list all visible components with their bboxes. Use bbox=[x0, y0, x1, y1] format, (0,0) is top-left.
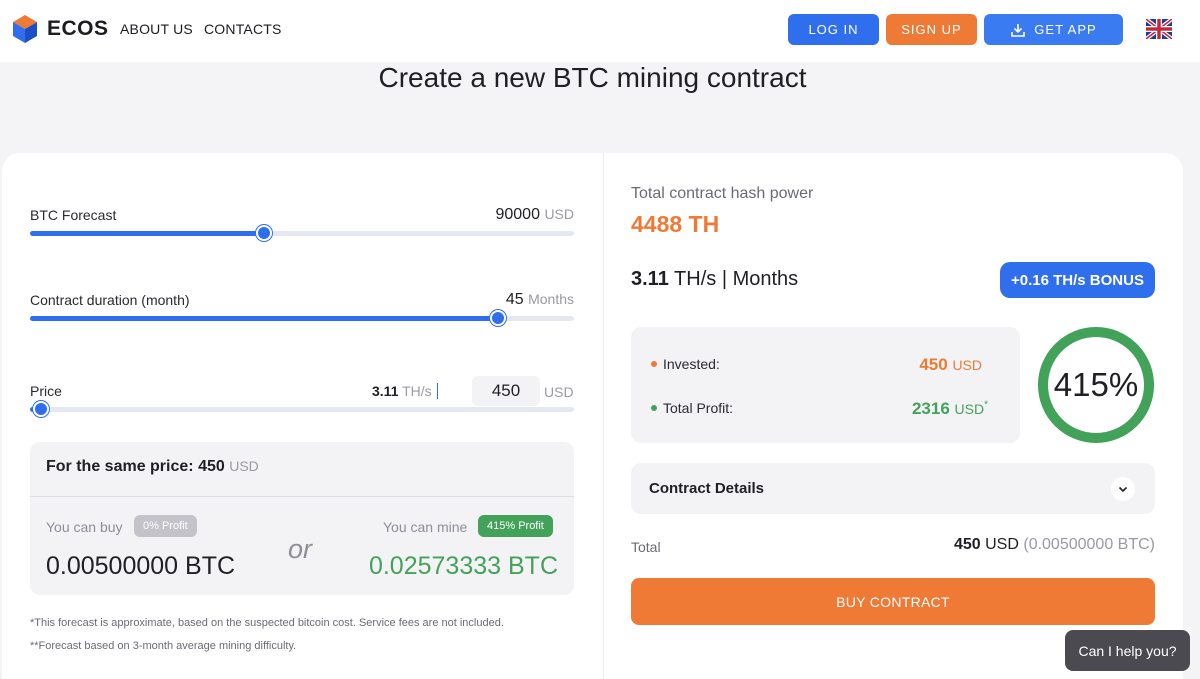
profit-unit: USD bbox=[954, 401, 985, 417]
download-icon bbox=[1011, 23, 1026, 37]
buy-btc-amount: 0.00500000 BTC bbox=[46, 552, 235, 581]
btc-forecast-slider[interactable] bbox=[30, 225, 574, 241]
help-chat-button[interactable]: Can I help you? bbox=[1065, 630, 1190, 671]
top-header: ECOS ABOUT US CONTACTS LOG IN SIGN UP GE… bbox=[0, 0, 1200, 62]
rate-period: Months bbox=[732, 268, 799, 290]
rate-unit: TH/s bbox=[674, 268, 717, 290]
mine-btc-unit: BTC bbox=[508, 552, 558, 580]
or-separator: or bbox=[288, 534, 313, 564]
ecos-cube-icon bbox=[13, 15, 37, 43]
total-label: Total bbox=[631, 539, 661, 555]
uk-flag-icon[interactable] bbox=[1146, 19, 1172, 39]
price-ths-unit: TH/s bbox=[402, 383, 432, 399]
contract-details-toggle[interactable]: Contract Details bbox=[631, 463, 1155, 514]
profit-number: 2316 bbox=[911, 399, 950, 418]
duration-value: 45 Months bbox=[506, 291, 574, 309]
invested-dot bbox=[651, 361, 657, 367]
btc-forecast-unit: USD bbox=[544, 206, 574, 222]
price-unit: USD bbox=[544, 384, 574, 400]
invested-label-text: Invested: bbox=[663, 356, 720, 372]
logo[interactable]: ECOS bbox=[12, 14, 109, 44]
profit-ring-label: 415% bbox=[1053, 366, 1139, 403]
buy-profit-badge: 0% Profit bbox=[134, 515, 197, 537]
invested-number: 450 bbox=[919, 355, 948, 374]
btc-forecast-fill bbox=[30, 231, 264, 236]
card-divider bbox=[603, 153, 604, 679]
same-price-divider bbox=[30, 496, 574, 497]
buy-btc-value: 0.00500000 bbox=[46, 552, 179, 580]
hash-power-label: Total contract hash power bbox=[631, 185, 814, 202]
buy-btc-unit: BTC bbox=[185, 552, 236, 580]
contract-card: BTC Forecast 90000 USD Contract duration… bbox=[2, 153, 1183, 679]
buy-contract-button[interactable]: BUY CONTRACT bbox=[631, 578, 1155, 625]
duration-slider[interactable] bbox=[30, 310, 574, 326]
duration-number: 45 bbox=[505, 291, 524, 308]
total-number: 450 bbox=[953, 536, 981, 553]
profit-asterisk: * bbox=[984, 399, 988, 411]
profit-label-text: Total Profit: bbox=[663, 400, 734, 416]
total-btc: (0.00500000 BTC) bbox=[1023, 536, 1155, 553]
rate-separator: | bbox=[721, 268, 728, 290]
chevron-down-icon[interactable] bbox=[1111, 477, 1135, 501]
get-app-label: GET APP bbox=[1034, 22, 1097, 37]
get-app-button[interactable]: GET APP bbox=[984, 14, 1123, 45]
price-ths-value: 3.11 bbox=[372, 383, 399, 399]
btc-forecast-value: 90000 USD bbox=[495, 206, 574, 224]
nav-about-us[interactable]: ABOUT US bbox=[120, 21, 193, 37]
mine-profit-badge: 415% Profit bbox=[478, 515, 553, 537]
stats-box: Invested: 450 USD Total Profit: 2316 USD… bbox=[631, 327, 1020, 443]
btc-forecast-thumb[interactable] bbox=[255, 225, 272, 241]
footnote-fees: *This forecast is approximate, based on … bbox=[30, 617, 504, 629]
same-price-title: For the same price: 450 USD bbox=[46, 458, 259, 476]
total-value: 450 USD (0.00500000 BTC) bbox=[954, 536, 1155, 554]
profit-ring-arc bbox=[1038, 327, 1154, 443]
mine-btc-value: 0.02573333 bbox=[368, 552, 502, 580]
price-input[interactable] bbox=[472, 376, 540, 406]
profit-ring bbox=[1038, 327, 1154, 443]
btc-forecast-label: BTC Forecast bbox=[30, 207, 117, 223]
invested-unit: USD bbox=[952, 357, 982, 373]
page-title: Create a new BTC mining contract bbox=[378, 62, 807, 93]
nav-contacts[interactable]: CONTACTS bbox=[204, 21, 282, 37]
price-label: Price bbox=[30, 383, 62, 399]
total-unit: USD bbox=[985, 536, 1019, 553]
hash-power-value: 4488 TH bbox=[631, 211, 720, 237]
footnote-difficulty: **Forecast based on 3-month average mini… bbox=[30, 640, 297, 652]
price-slider[interactable] bbox=[30, 401, 574, 417]
btc-forecast-number: 90000 bbox=[495, 206, 540, 223]
mine-btc-amount: 0.02573333 BTC bbox=[369, 552, 558, 581]
rate-value: 3.11 bbox=[631, 268, 669, 290]
profit-dot bbox=[651, 405, 657, 411]
logo-text: ECOS bbox=[47, 17, 109, 40]
invested-value: 450 USD bbox=[919, 355, 982, 375]
duration-label: Contract duration (month) bbox=[30, 292, 190, 308]
login-button[interactable]: LOG IN bbox=[788, 14, 879, 45]
same-price-title-text: For the same price: bbox=[46, 458, 194, 475]
duration-fill bbox=[30, 316, 498, 321]
price-thumb[interactable] bbox=[32, 401, 49, 417]
bonus-badge[interactable]: +0.16 TH/s BONUS bbox=[1000, 262, 1155, 298]
signup-button[interactable]: SIGN UP bbox=[886, 14, 977, 45]
price-separator bbox=[436, 383, 438, 399]
same-price-box: For the same price: 450 USD You can buy … bbox=[30, 442, 574, 595]
same-price-title-value: 450 bbox=[198, 458, 225, 475]
same-price-title-unit: USD bbox=[229, 458, 259, 474]
price-ths-rate: 3.11 TH/s bbox=[372, 383, 438, 399]
contract-details-label: Contract Details bbox=[649, 480, 765, 497]
rate-display: 3.11 TH/s | Months bbox=[631, 268, 798, 291]
mine-label: You can mine bbox=[383, 519, 468, 535]
profit-value: 2316 USD* bbox=[912, 399, 988, 419]
invested-label: Invested: bbox=[651, 356, 720, 372]
profit-label: Total Profit: bbox=[651, 400, 733, 416]
buy-label: You can buy bbox=[46, 519, 123, 535]
duration-unit: Months bbox=[528, 291, 574, 307]
duration-thumb[interactable] bbox=[489, 310, 506, 326]
